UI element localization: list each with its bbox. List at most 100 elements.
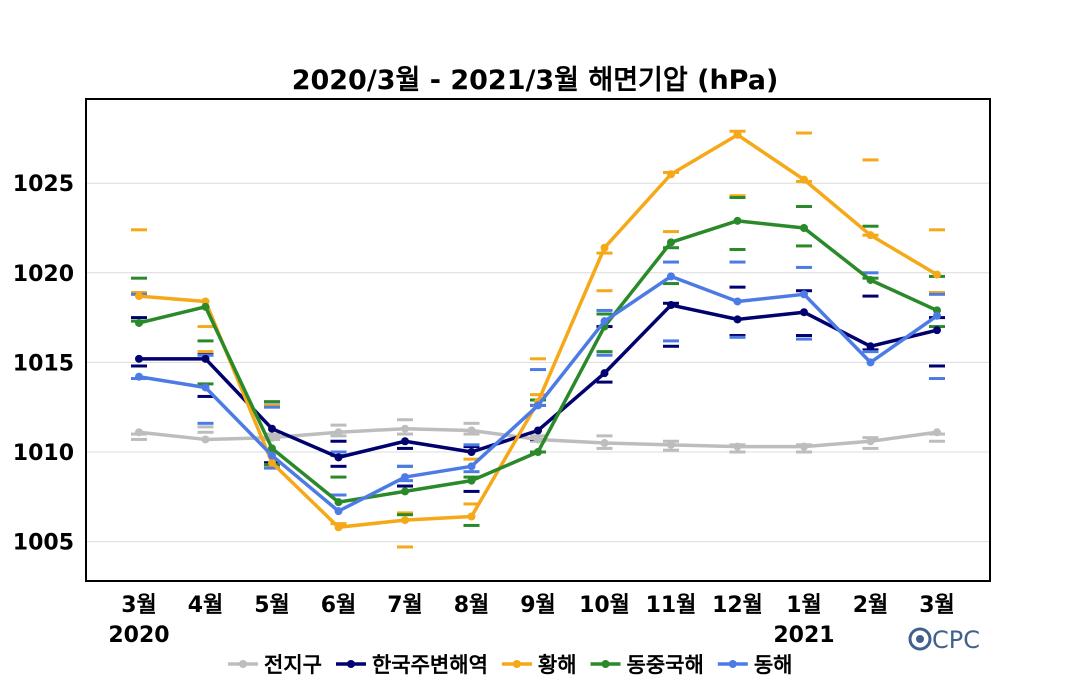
data-point [933, 428, 941, 437]
y-tick-label: 1020 [13, 262, 74, 287]
data-point [334, 523, 343, 532]
x-tick-label: 2월 [853, 593, 889, 618]
y-tick-label: 1005 [13, 531, 74, 556]
data-point [800, 442, 808, 451]
data-point [135, 292, 143, 301]
data-point [334, 507, 343, 516]
x-tick-label: 6월 [321, 593, 357, 618]
data-point [667, 301, 675, 310]
data-point [201, 435, 210, 444]
data-point [866, 342, 875, 351]
data-point [600, 317, 609, 326]
legend-label: 황해 [538, 653, 577, 677]
data-point [800, 308, 808, 317]
data-point [334, 428, 343, 437]
data-point [401, 516, 409, 525]
data-point [600, 369, 609, 378]
data-point [268, 444, 276, 453]
range-markers [131, 129, 945, 549]
legend-marker [239, 660, 247, 668]
legend: 전지구 한국주변해역 황해 동중국해 동해 [228, 653, 792, 677]
data-point [866, 358, 875, 367]
series-동해 [135, 272, 941, 516]
legend-marker [728, 660, 737, 668]
y-axis: 1005 1010 1015 1020 1025 [13, 172, 74, 555]
y-tick-label: 1015 [13, 351, 74, 376]
legend-item: 동중국해 [590, 653, 704, 677]
x-tick-label: 1월 [786, 593, 822, 618]
data-point [268, 424, 276, 433]
series-동중국해 [135, 216, 941, 507]
x-tick-label: 11월 [646, 593, 697, 618]
data-point [467, 426, 476, 435]
legend-item: 동해 [717, 653, 793, 677]
data-point [534, 435, 542, 444]
data-point [401, 473, 409, 482]
data-point [534, 426, 542, 435]
data-point [401, 487, 409, 496]
x-tick-label: 4월 [188, 593, 224, 618]
data-point [467, 447, 476, 456]
data-point [201, 354, 210, 363]
data-point [268, 433, 276, 442]
data-point [733, 442, 742, 451]
data-point [800, 224, 808, 233]
legend-marker [346, 660, 355, 668]
x-tick-label: 9월 [520, 593, 556, 618]
legend-label: 동해 [754, 653, 793, 677]
data-point [866, 231, 875, 240]
legend-label: 전지구 [264, 653, 322, 677]
data-point [268, 458, 276, 467]
x-tick-label: 8월 [454, 593, 490, 618]
data-point [667, 238, 675, 247]
data-point [334, 498, 343, 507]
series-line [138, 219, 938, 504]
plot-frame [85, 98, 991, 582]
data-point [467, 476, 476, 485]
series-layer [135, 130, 941, 532]
data-point [933, 270, 941, 279]
x-tick-label: 5월 [254, 593, 290, 618]
data-point [201, 302, 210, 311]
data-point [933, 311, 941, 320]
legend-item: 전지구 [228, 653, 322, 677]
data-point [733, 216, 742, 225]
data-point [933, 326, 941, 335]
x-tick-label: 7월 [387, 593, 423, 618]
data-point [268, 451, 276, 460]
data-point [667, 440, 675, 449]
y-tick-label: 1010 [13, 441, 74, 466]
data-point [733, 130, 742, 139]
x-axis: 3월 4월 5월 6월 7월 8월 9월 10월 11월 12월 1월 2월 3월 2020 2021 [108, 593, 954, 648]
data-point [401, 437, 409, 446]
legend-marker [512, 660, 521, 668]
data-point [467, 462, 476, 471]
credit-logo: CPC [908, 626, 980, 654]
x-tick-label: 3월 [121, 593, 157, 618]
data-point [201, 383, 210, 392]
data-point [866, 437, 875, 446]
data-point [534, 401, 542, 410]
x-year-label: 2020 [108, 623, 169, 648]
data-point [135, 318, 143, 327]
x-tick-label: 12월 [712, 593, 763, 618]
legend-item: 한국주변해역 [335, 653, 488, 677]
data-point [733, 297, 742, 306]
legend-label: 한국주변해역 [372, 653, 488, 677]
data-point [135, 372, 143, 381]
data-point [534, 447, 542, 456]
x-tick-label: 10월 [579, 593, 630, 618]
x-year-label: 2021 [773, 623, 834, 648]
grid [86, 182, 990, 543]
data-point [667, 272, 675, 281]
data-point [135, 428, 143, 437]
series-line [138, 133, 938, 529]
data-point [600, 243, 609, 252]
legend-marker [601, 660, 610, 668]
data-point [733, 315, 742, 324]
data-point [135, 354, 143, 363]
data-point [600, 439, 609, 448]
legend-label: 동중국해 [627, 653, 704, 677]
noaa-logo-icon [908, 627, 932, 651]
